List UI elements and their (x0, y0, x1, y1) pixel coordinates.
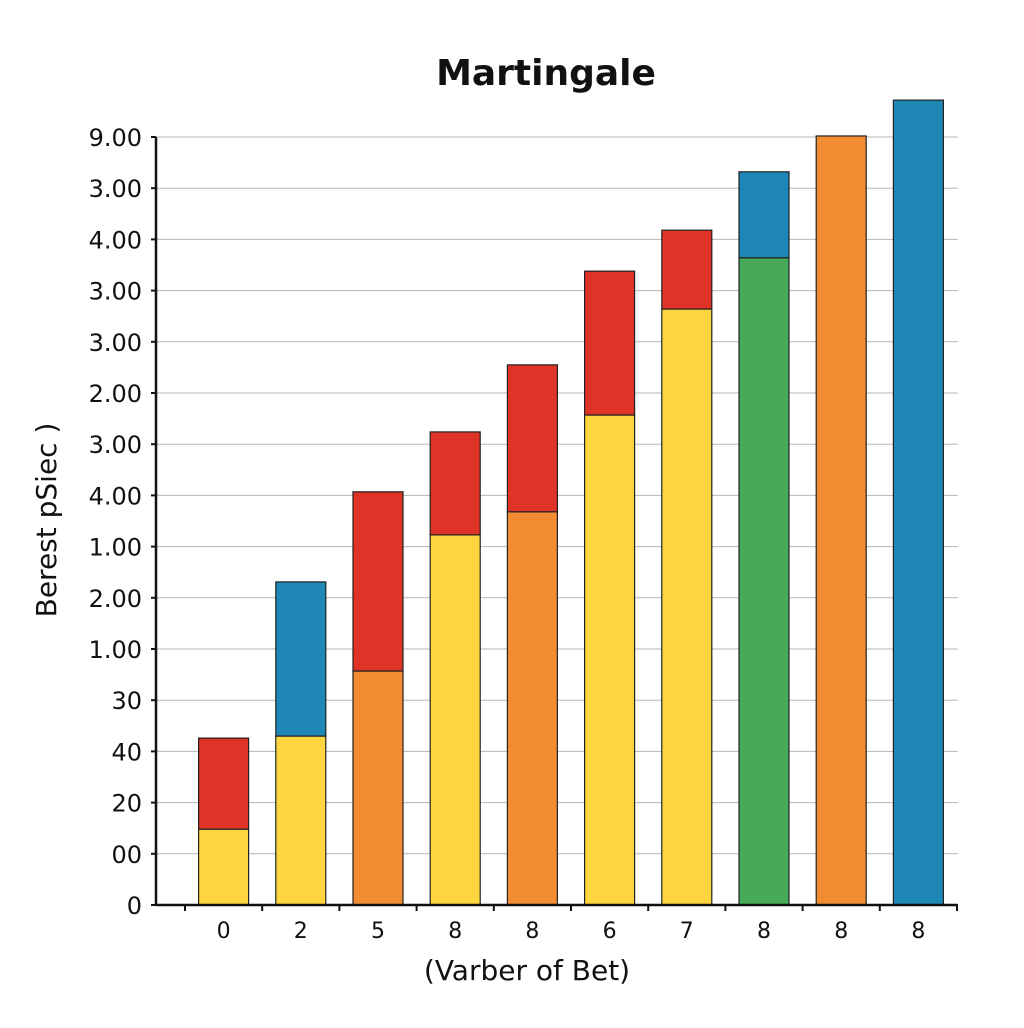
y-tick-label: 30 (111, 687, 142, 715)
y-tick-label: 40 (111, 738, 142, 766)
bar-segment (275, 581, 327, 737)
x-tick-label: 2 (294, 919, 308, 944)
y-tick-label: 20 (111, 790, 142, 818)
x-axis-label: (Varber of Bet) (424, 954, 630, 987)
y-tick-label: 4.00 (89, 482, 142, 510)
y-tick-label: 3.00 (89, 175, 142, 203)
bar-segment (352, 491, 404, 672)
x-tick-label: 6 (603, 919, 617, 944)
y-tick-label: 2.00 (89, 585, 142, 613)
bar-segment (275, 735, 327, 906)
y-tick-label: 1.00 (89, 636, 142, 664)
y-tick-label: 1.00 (89, 534, 142, 562)
bar-segment (506, 364, 558, 513)
x-tick-label: 5 (371, 919, 385, 944)
y-tick-label: 3.00 (89, 431, 142, 459)
bar-segment (506, 511, 558, 906)
y-tick-label: 2.00 (89, 380, 142, 408)
bar-segment (583, 270, 636, 416)
x-tick-label: 8 (911, 919, 925, 944)
bar-segment (352, 670, 404, 906)
y-tick-label: 9.00 (89, 124, 142, 152)
bar-segment (892, 99, 945, 906)
bar-segment (738, 171, 790, 259)
chart-title: Martingale (436, 53, 656, 94)
y-tick-label: 0 (127, 892, 142, 920)
bar-segment (738, 257, 790, 906)
y-tick-label: 4.00 (89, 226, 142, 254)
x-tick-label: 8 (525, 919, 539, 944)
bar-segment (661, 308, 713, 906)
x-tick-label: 8 (757, 919, 771, 944)
x-tick-label: 7 (680, 919, 694, 944)
y-tick-label: 3.00 (89, 329, 142, 357)
bar-segment (429, 431, 481, 536)
y-tick-label: 00 (111, 841, 142, 869)
x-tick-label: 8 (448, 919, 462, 944)
x-tick-label: 8 (834, 919, 848, 944)
x-tick-label: 0 (217, 919, 231, 944)
bar-segment (429, 534, 481, 906)
bar-segment (815, 135, 867, 906)
bar-segment (583, 414, 636, 906)
y-tick-label: 3.00 (89, 278, 142, 306)
bar-segment (198, 828, 250, 906)
y-axis-label: Berest pSiec ) (30, 423, 63, 618)
bar-segment (661, 229, 713, 310)
bar-segment (198, 737, 250, 830)
